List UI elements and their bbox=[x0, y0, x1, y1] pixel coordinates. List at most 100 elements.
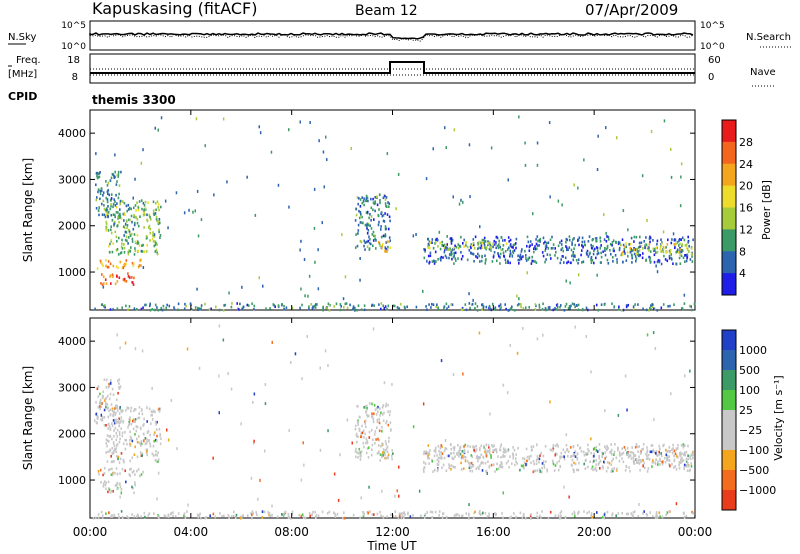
echo-cell bbox=[143, 511, 146, 515]
echo-cell bbox=[382, 196, 385, 200]
echo-cell bbox=[391, 454, 393, 458]
echo-cell bbox=[490, 244, 493, 248]
echo-cell bbox=[122, 442, 125, 446]
echo-cell bbox=[120, 251, 123, 254]
echo-cell bbox=[365, 194, 368, 198]
echo-cell bbox=[109, 179, 112, 182]
echo-cell bbox=[103, 378, 106, 381]
echo-cell bbox=[375, 407, 378, 410]
echo-cell bbox=[99, 197, 101, 201]
echo-cell bbox=[113, 224, 115, 227]
echo-cell bbox=[484, 240, 487, 243]
echo-cell bbox=[596, 450, 599, 453]
echo-cell bbox=[482, 238, 485, 242]
echo-cell bbox=[373, 234, 375, 238]
echo-cell bbox=[124, 222, 127, 226]
echo-cell bbox=[610, 443, 612, 446]
echo-cell bbox=[231, 302, 233, 305]
echo-cell bbox=[156, 497, 158, 501]
echo-cell bbox=[640, 460, 642, 464]
echo-cell bbox=[441, 466, 443, 470]
echo-cell bbox=[474, 307, 476, 311]
echo-cell bbox=[114, 407, 116, 410]
echo-cell bbox=[602, 250, 604, 253]
echo-cell bbox=[115, 484, 118, 487]
echo-cell bbox=[687, 235, 689, 239]
echo-cell bbox=[680, 458, 682, 461]
echo-cell bbox=[603, 460, 605, 464]
echo-cell bbox=[428, 261, 430, 265]
echo-cell bbox=[105, 196, 108, 200]
echo-cell bbox=[479, 448, 481, 452]
echo-cell bbox=[484, 259, 487, 262]
echo-cell bbox=[370, 215, 373, 218]
echo-cell bbox=[99, 398, 102, 402]
echo-cell bbox=[573, 461, 575, 465]
echo-cell bbox=[653, 253, 656, 257]
echo-cell bbox=[95, 421, 98, 424]
echo-cell bbox=[459, 452, 462, 456]
echo-cell bbox=[528, 256, 531, 259]
echo-cell bbox=[109, 207, 112, 211]
echo-cell bbox=[564, 515, 567, 519]
echo-cell bbox=[97, 188, 100, 191]
echo-cell bbox=[482, 511, 484, 515]
echo-cell bbox=[158, 230, 160, 234]
echo-cell bbox=[559, 305, 561, 309]
echo-cell bbox=[510, 515, 513, 519]
echo-cell bbox=[592, 244, 594, 248]
echo-cell bbox=[572, 250, 575, 254]
echo-cell bbox=[515, 237, 518, 241]
echo-cell bbox=[96, 176, 99, 180]
echo-cell bbox=[364, 223, 367, 227]
echo-cell bbox=[643, 240, 645, 243]
echo-cell bbox=[568, 495, 570, 499]
echo-cell bbox=[155, 215, 158, 219]
echo-cell bbox=[527, 240, 530, 244]
echo-cell bbox=[110, 231, 113, 235]
echo-cell bbox=[554, 464, 557, 467]
echo-cell bbox=[552, 462, 555, 466]
echo-cell bbox=[376, 426, 378, 430]
echo-cell bbox=[378, 418, 380, 421]
echo-cell bbox=[361, 221, 363, 224]
echo-cell bbox=[285, 306, 288, 309]
echo-cell bbox=[119, 208, 121, 211]
echo-cell bbox=[620, 309, 623, 312]
echo-cell bbox=[380, 453, 382, 457]
echo-cell bbox=[388, 240, 390, 243]
echo-cell bbox=[573, 255, 575, 258]
echo-cell bbox=[542, 460, 545, 463]
echo-cell bbox=[108, 425, 111, 428]
echo-cell bbox=[595, 237, 598, 240]
echo-cell bbox=[462, 454, 464, 458]
echo-cell bbox=[314, 510, 316, 514]
echo-cell bbox=[514, 463, 516, 467]
echo-cell bbox=[490, 463, 493, 467]
echo-cell bbox=[388, 436, 390, 440]
echo-cell bbox=[685, 451, 688, 454]
echo-cell bbox=[130, 422, 133, 426]
echo-cell bbox=[481, 238, 484, 242]
echo-cell bbox=[573, 183, 575, 187]
echo-cell bbox=[388, 202, 391, 205]
echo-cell bbox=[124, 430, 126, 434]
echo-cell bbox=[487, 243, 489, 247]
echo-cell bbox=[505, 450, 507, 454]
echo-cell bbox=[473, 446, 476, 449]
echo-cell bbox=[565, 443, 568, 447]
echo-cell bbox=[370, 218, 372, 222]
echo-cell bbox=[481, 259, 483, 263]
echo-cell bbox=[674, 465, 677, 468]
colorbar-tick: −1000 bbox=[739, 484, 776, 497]
echo-cell bbox=[108, 409, 110, 413]
echo-cell bbox=[675, 468, 678, 471]
echo-cell bbox=[106, 434, 109, 437]
ytick-label: 2000 bbox=[58, 220, 86, 233]
echo-cell bbox=[368, 436, 371, 439]
echo-cell bbox=[492, 243, 494, 246]
echo-cell bbox=[464, 456, 467, 459]
echo-cell bbox=[646, 219, 648, 222]
echo-cell bbox=[652, 307, 655, 310]
echo-cell bbox=[381, 489, 383, 493]
